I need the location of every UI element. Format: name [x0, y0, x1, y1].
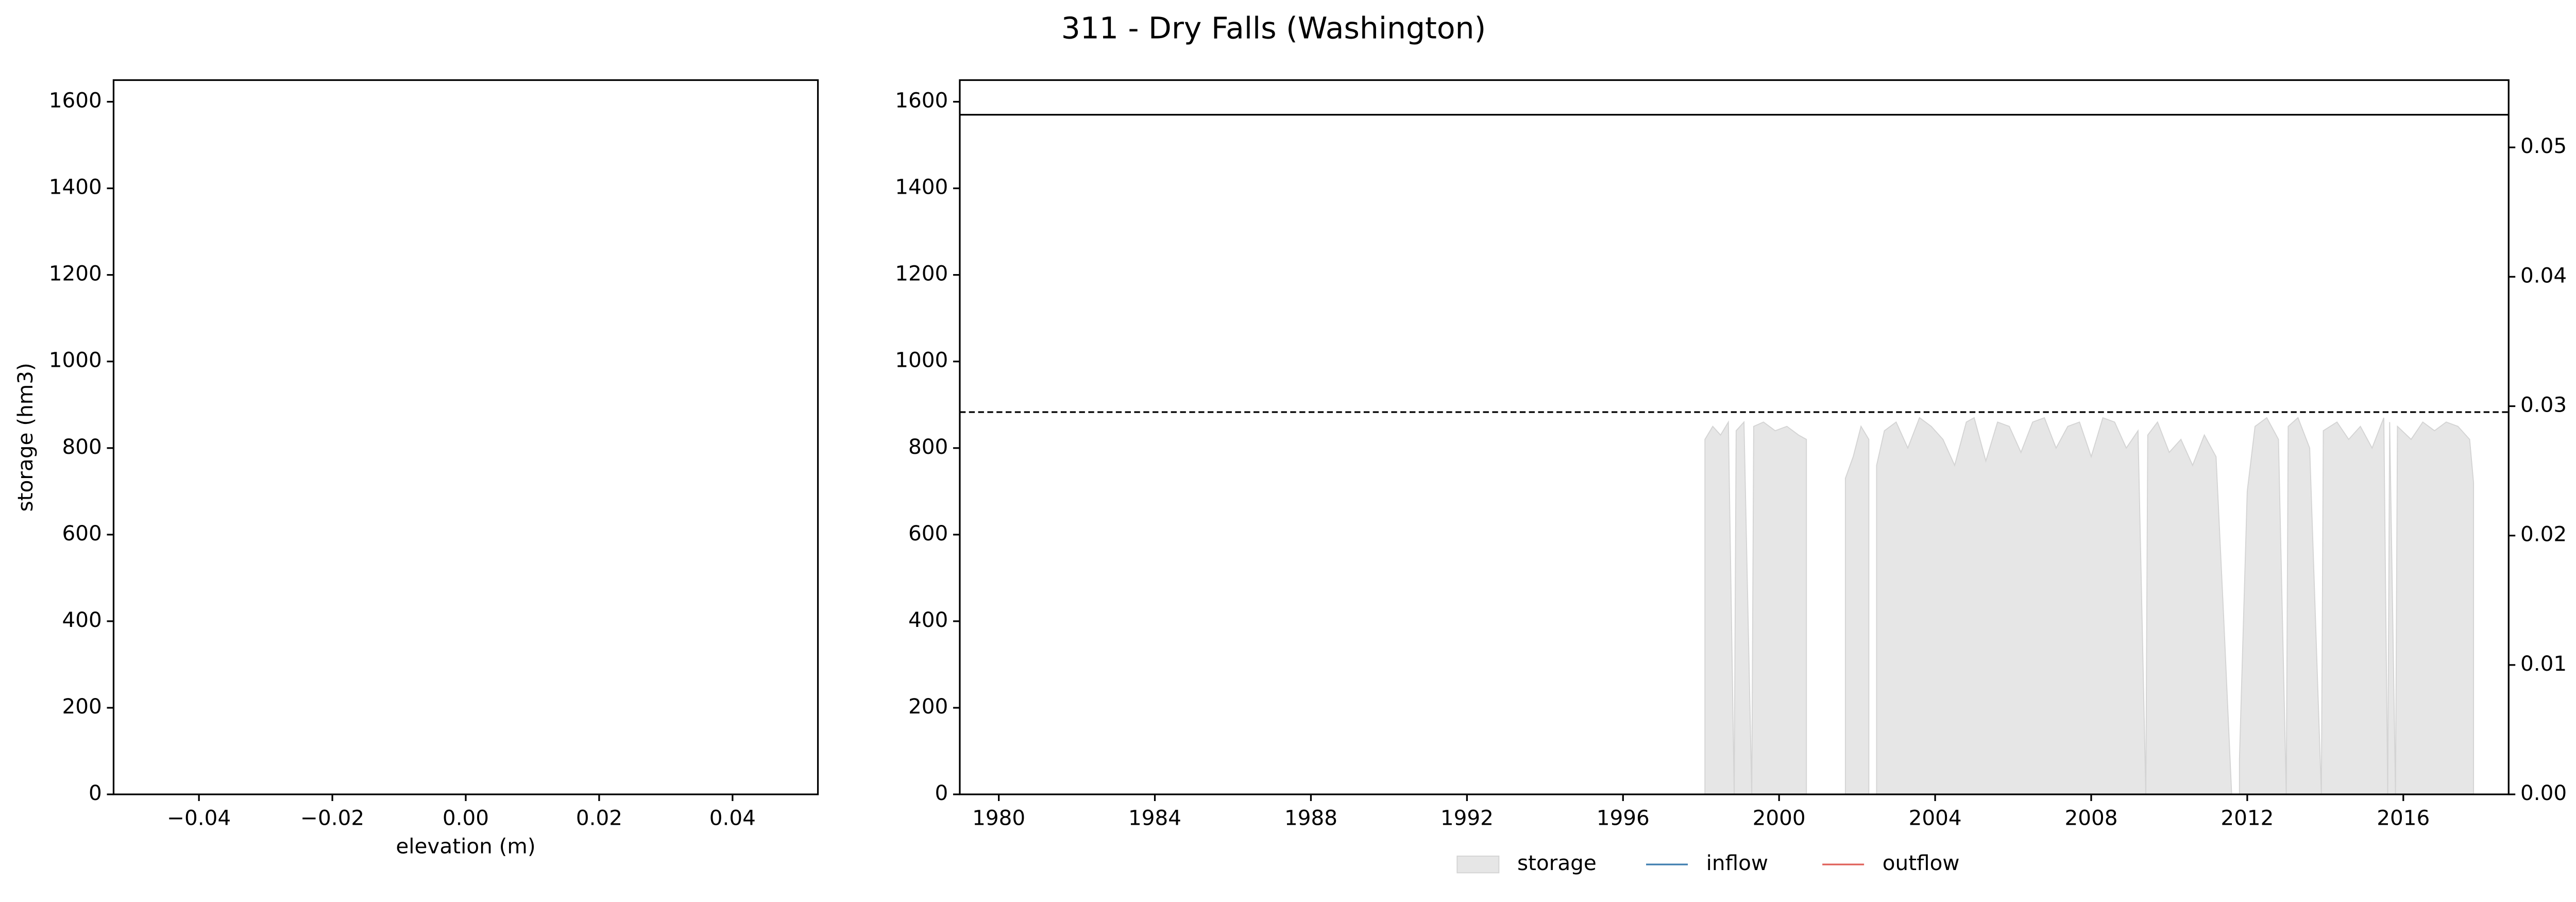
y-tick-label: 1600: [895, 88, 948, 113]
y-tick-label: 0: [89, 780, 102, 805]
x-tick-label: 0.02: [576, 806, 622, 830]
x-tick-label: 1988: [1284, 806, 1337, 830]
x-tick-label: 1980: [972, 806, 1025, 830]
storage-area: [2239, 417, 2475, 795]
y2-tick-label: 0.02: [2520, 522, 2567, 547]
y-tick-label: 400: [908, 607, 948, 632]
x-tick-label: 1996: [1597, 806, 1650, 830]
y-tick-label: 200: [62, 694, 101, 719]
y2-tick-label: 0.03: [2520, 392, 2567, 417]
x-tick-label: −0.04: [167, 806, 231, 830]
legend-label: storage: [1517, 850, 1597, 875]
y-tick-label: 1000: [895, 348, 948, 372]
y-tick-label: 800: [62, 434, 101, 459]
x-tick-label: 1992: [1440, 806, 1494, 830]
y2-tick-label: 0.04: [2520, 263, 2567, 287]
x-tick-label: 2012: [2221, 806, 2274, 830]
y-tick-label: 800: [908, 434, 948, 459]
y-tick-label: 600: [62, 521, 101, 546]
figure-title: 311 - Dry Falls (Washington): [1061, 10, 1486, 45]
x-tick-label: 1984: [1128, 806, 1181, 830]
legend-swatch: [1456, 855, 1500, 874]
y2-tick-label: 0.05: [2520, 133, 2567, 158]
x-tick-label: 2016: [2377, 806, 2430, 830]
legend-label: outflow: [1883, 850, 1960, 875]
y-tick-label: 600: [908, 521, 948, 546]
x-axis-label: elevation (m): [396, 834, 535, 859]
x-tick-label: 0.00: [443, 806, 489, 830]
y-tick-label: 1200: [895, 261, 948, 286]
y-tick-label: 200: [908, 694, 948, 719]
plot-frame: [959, 79, 2510, 795]
y-tick-label: 400: [62, 607, 101, 632]
x-tick-label: 0.04: [709, 806, 756, 830]
x-tick-label: −0.02: [300, 806, 364, 830]
y2-tick-label: 0.00: [2520, 780, 2567, 805]
storage-area: [1844, 425, 1870, 795]
storage-area: [1704, 420, 1807, 795]
x-tick-label: 2004: [1909, 806, 1962, 830]
y-tick-label: 1600: [49, 88, 102, 113]
legend-label: inflow: [1706, 850, 1768, 875]
storage-area: [1876, 417, 2232, 795]
x-tick-label: 2008: [2064, 806, 2117, 830]
y2-tick-label: 0.01: [2520, 651, 2567, 676]
y-tick-label: 0: [935, 780, 948, 805]
y-tick-label: 1000: [49, 348, 102, 372]
x-tick-label: 2000: [1753, 806, 1806, 830]
y-tick-label: 1400: [895, 175, 948, 199]
y-axis-label: storage (hm3): [13, 363, 38, 512]
y-tick-label: 1400: [49, 175, 102, 199]
y-tick-label: 1200: [49, 261, 102, 286]
